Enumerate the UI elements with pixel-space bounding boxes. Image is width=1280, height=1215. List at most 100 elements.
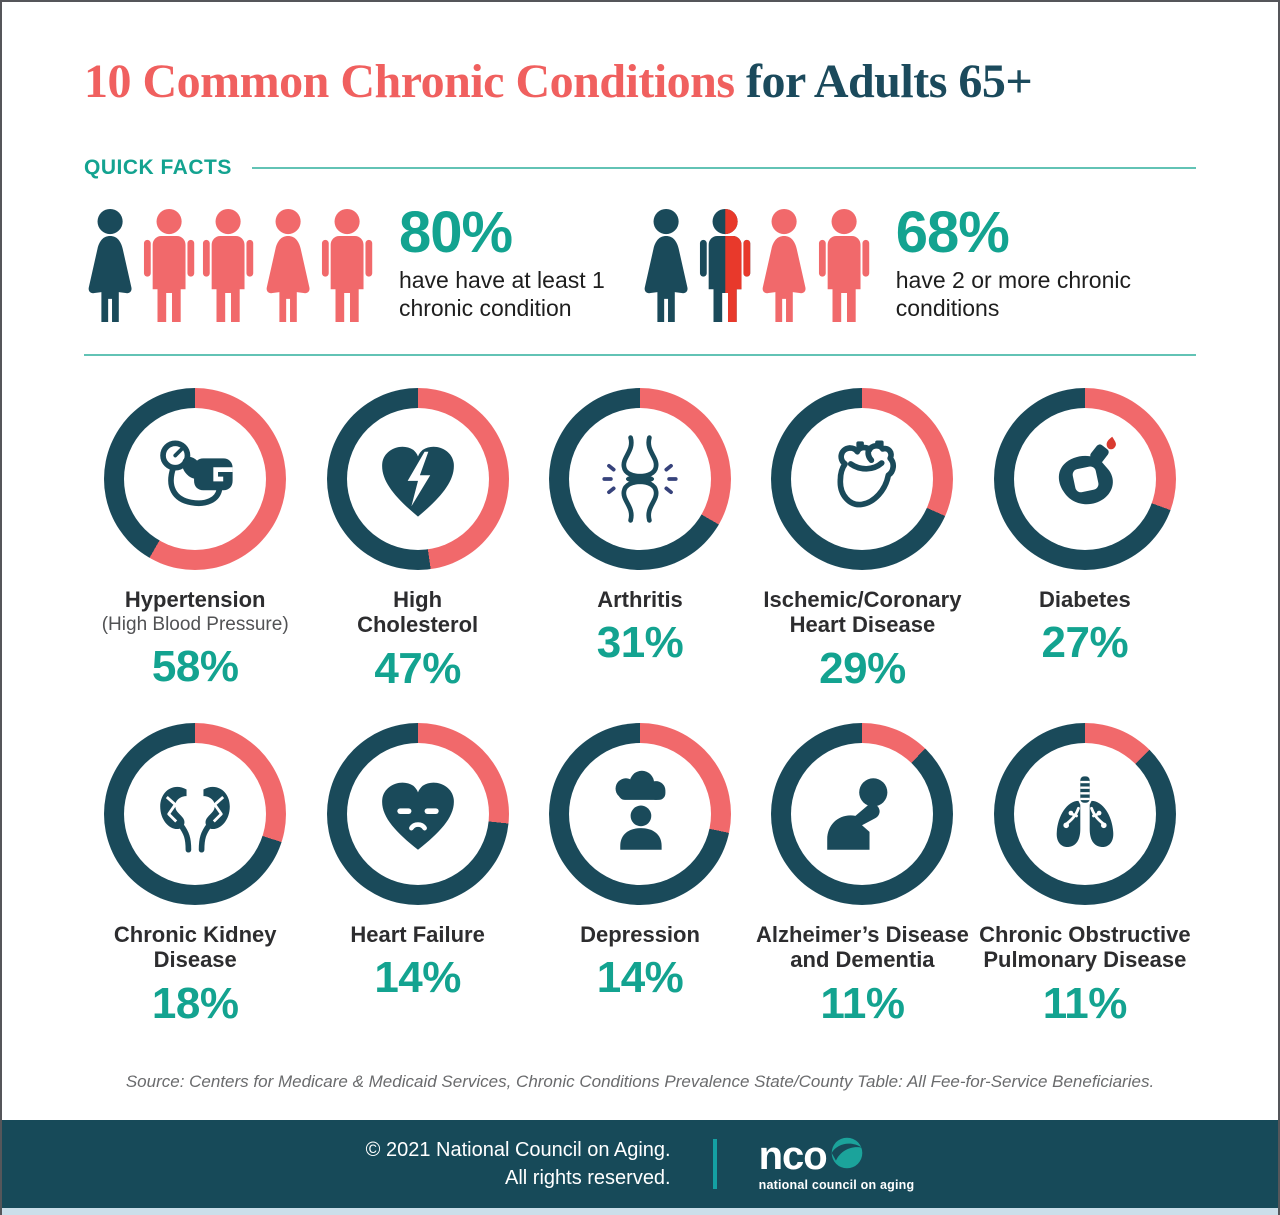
condition-percent: 31%	[596, 618, 684, 668]
condition-card: Depression 14%	[529, 722, 751, 1026]
condition-donut-ring	[326, 722, 509, 905]
condition-donut-hole	[1013, 407, 1156, 550]
condition-percent: 14%	[596, 953, 684, 1003]
ncoa-logo-tagline: national council on aging	[758, 1177, 915, 1192]
condition-card: Alzheimer’s Disease and Dementia 11%	[751, 722, 973, 1028]
condition-name: Chronic Obstructive Pulmonary Disease	[979, 921, 1191, 973]
kidneys-icon	[148, 767, 242, 861]
quick-fact: 80% have have at least 1 chronic conditi…	[84, 199, 640, 324]
condition-name: Heart Failure	[350, 921, 485, 947]
condition-percent: 14%	[374, 953, 461, 1003]
condition-percent: 11%	[1042, 978, 1128, 1028]
footer-bar: © 2021 National Council on Aging. All ri…	[2, 1119, 1278, 1208]
quick-facts-header: QUICK FACTS	[84, 156, 1196, 180]
condition-donut-ring	[104, 387, 287, 570]
fact-description: have 2 or more chronic conditions	[895, 266, 1131, 321]
anatomical-heart-icon	[815, 432, 909, 526]
fact-text: 80% have have at least 1 chronic conditi…	[398, 199, 605, 322]
broken-heart-icon	[371, 432, 465, 526]
condition-card: Arthritis 31%	[529, 387, 751, 691]
condition-card: High Cholesterol 47%	[306, 387, 528, 693]
ncoa-logo-text: nco	[758, 1133, 828, 1178]
conditions-row: Hypertension (High Blood Pressure) 58% H…	[84, 387, 1196, 693]
footer-vertical-divider	[712, 1138, 717, 1189]
man-person-icon	[818, 208, 870, 324]
woman-person-icon	[640, 208, 692, 324]
fact-percent: 80%	[398, 199, 513, 265]
condition-donut-hole	[569, 742, 712, 885]
split-man-red-half	[725, 208, 751, 324]
condition-card: Chronic Kidney Disease 18%	[84, 722, 306, 1028]
condition-name: Ischemic/Coronary Heart Disease	[763, 586, 962, 638]
condition-donut-hole	[791, 742, 934, 885]
condition-card: Chronic Obstructive Pulmonary Disease 11…	[974, 722, 1196, 1028]
condition-donut-hole	[346, 407, 489, 550]
quick-facts-heading: QUICK FACTS	[84, 155, 232, 179]
fact-percent: 68%	[895, 199, 1010, 265]
people-icons	[640, 204, 870, 324]
condition-percent: 27%	[1041, 618, 1129, 668]
fact-description: have have at least 1 chronic condition	[398, 266, 605, 321]
condition-subtitle: (High Blood Pressure)	[101, 614, 289, 636]
condition-donut-hole	[346, 742, 489, 885]
ncoa-logo-row: nco	[759, 1136, 915, 1176]
condition-name: Depression	[580, 921, 700, 947]
condition-donut-ring	[549, 387, 732, 570]
ncoa-logo: nco national council on aging	[759, 1136, 915, 1192]
condition-name: Hypertension	[124, 586, 266, 612]
infographic-content: 10 Common Chronic Conditions for Adults …	[2, 2, 1278, 1120]
condition-card: Hypertension (High Blood Pressure) 58%	[84, 387, 306, 692]
fact-text: 68% have 2 or more chronic conditions	[895, 199, 1131, 322]
condition-donut-hole	[124, 742, 267, 885]
man-person-icon	[321, 208, 373, 324]
condition-card: Diabetes 27%	[974, 387, 1196, 691]
condition-donut-ring	[771, 722, 954, 905]
sad-heart-icon	[371, 767, 465, 861]
woman-person-icon	[758, 208, 810, 324]
page-title-suffix: for Adults 65+	[746, 55, 1033, 108]
quick-facts-divider-line	[251, 166, 1196, 169]
condition-percent: 47%	[374, 643, 461, 693]
quick-facts-row: 80% have have at least 1 chronic conditi…	[84, 199, 1196, 356]
condition-card: Heart Failure 14%	[306, 722, 528, 1026]
conditions-grid: Hypertension (High Blood Pressure) 58% H…	[84, 356, 1196, 1026]
condition-percent: 18%	[151, 978, 239, 1028]
condition-name: Diabetes	[1038, 586, 1131, 612]
ncoa-logo-mark-icon	[830, 1136, 864, 1175]
condition-donut-ring	[549, 722, 732, 905]
thinking-person-icon	[815, 767, 909, 861]
source-text: Source: Centers for Medicare & Medicaid …	[125, 1071, 1155, 1091]
copyright-text: © 2021 National Council on Aging. All ri…	[365, 1138, 671, 1189]
knee-joint-icon	[593, 432, 687, 526]
bottom-strip	[2, 1207, 1278, 1215]
condition-name: Chronic Kidney Disease	[113, 921, 277, 973]
rain-cloud-person-icon	[593, 767, 687, 861]
condition-donut-ring	[771, 387, 954, 570]
condition-donut-ring	[326, 387, 509, 570]
condition-donut-hole	[569, 407, 712, 550]
condition-percent: 29%	[819, 643, 906, 693]
split-man-person-icon	[699, 208, 751, 324]
woman-person-icon	[262, 208, 314, 324]
people-icons	[84, 204, 373, 324]
page-title-main: 10 Common Chronic Conditions	[84, 55, 747, 108]
condition-name: High Cholesterol	[357, 586, 479, 638]
condition-donut-ring	[104, 722, 287, 905]
condition-donut-ring	[993, 722, 1176, 905]
condition-card: Ischemic/Coronary Heart Disease 29%	[751, 387, 973, 693]
condition-donut-hole	[1013, 742, 1156, 885]
condition-donut-hole	[124, 407, 267, 550]
condition-donut-ring	[993, 387, 1176, 570]
glucose-meter-icon	[1038, 432, 1132, 526]
conditions-row: Chronic Kidney Disease 18% Heart Failure…	[84, 722, 1196, 1028]
woman-person-icon	[84, 208, 136, 324]
page-title: 10 Common Chronic Conditions for Adults …	[84, 56, 1196, 108]
man-person-icon	[202, 208, 254, 324]
blood-pressure-monitor-icon	[148, 432, 242, 526]
condition-percent: 11%	[820, 978, 905, 1028]
condition-donut-hole	[791, 407, 934, 550]
man-person-icon	[143, 208, 195, 324]
condition-percent: 58%	[151, 642, 239, 692]
quick-fact: 68% have 2 or more chronic conditions	[640, 199, 1196, 324]
